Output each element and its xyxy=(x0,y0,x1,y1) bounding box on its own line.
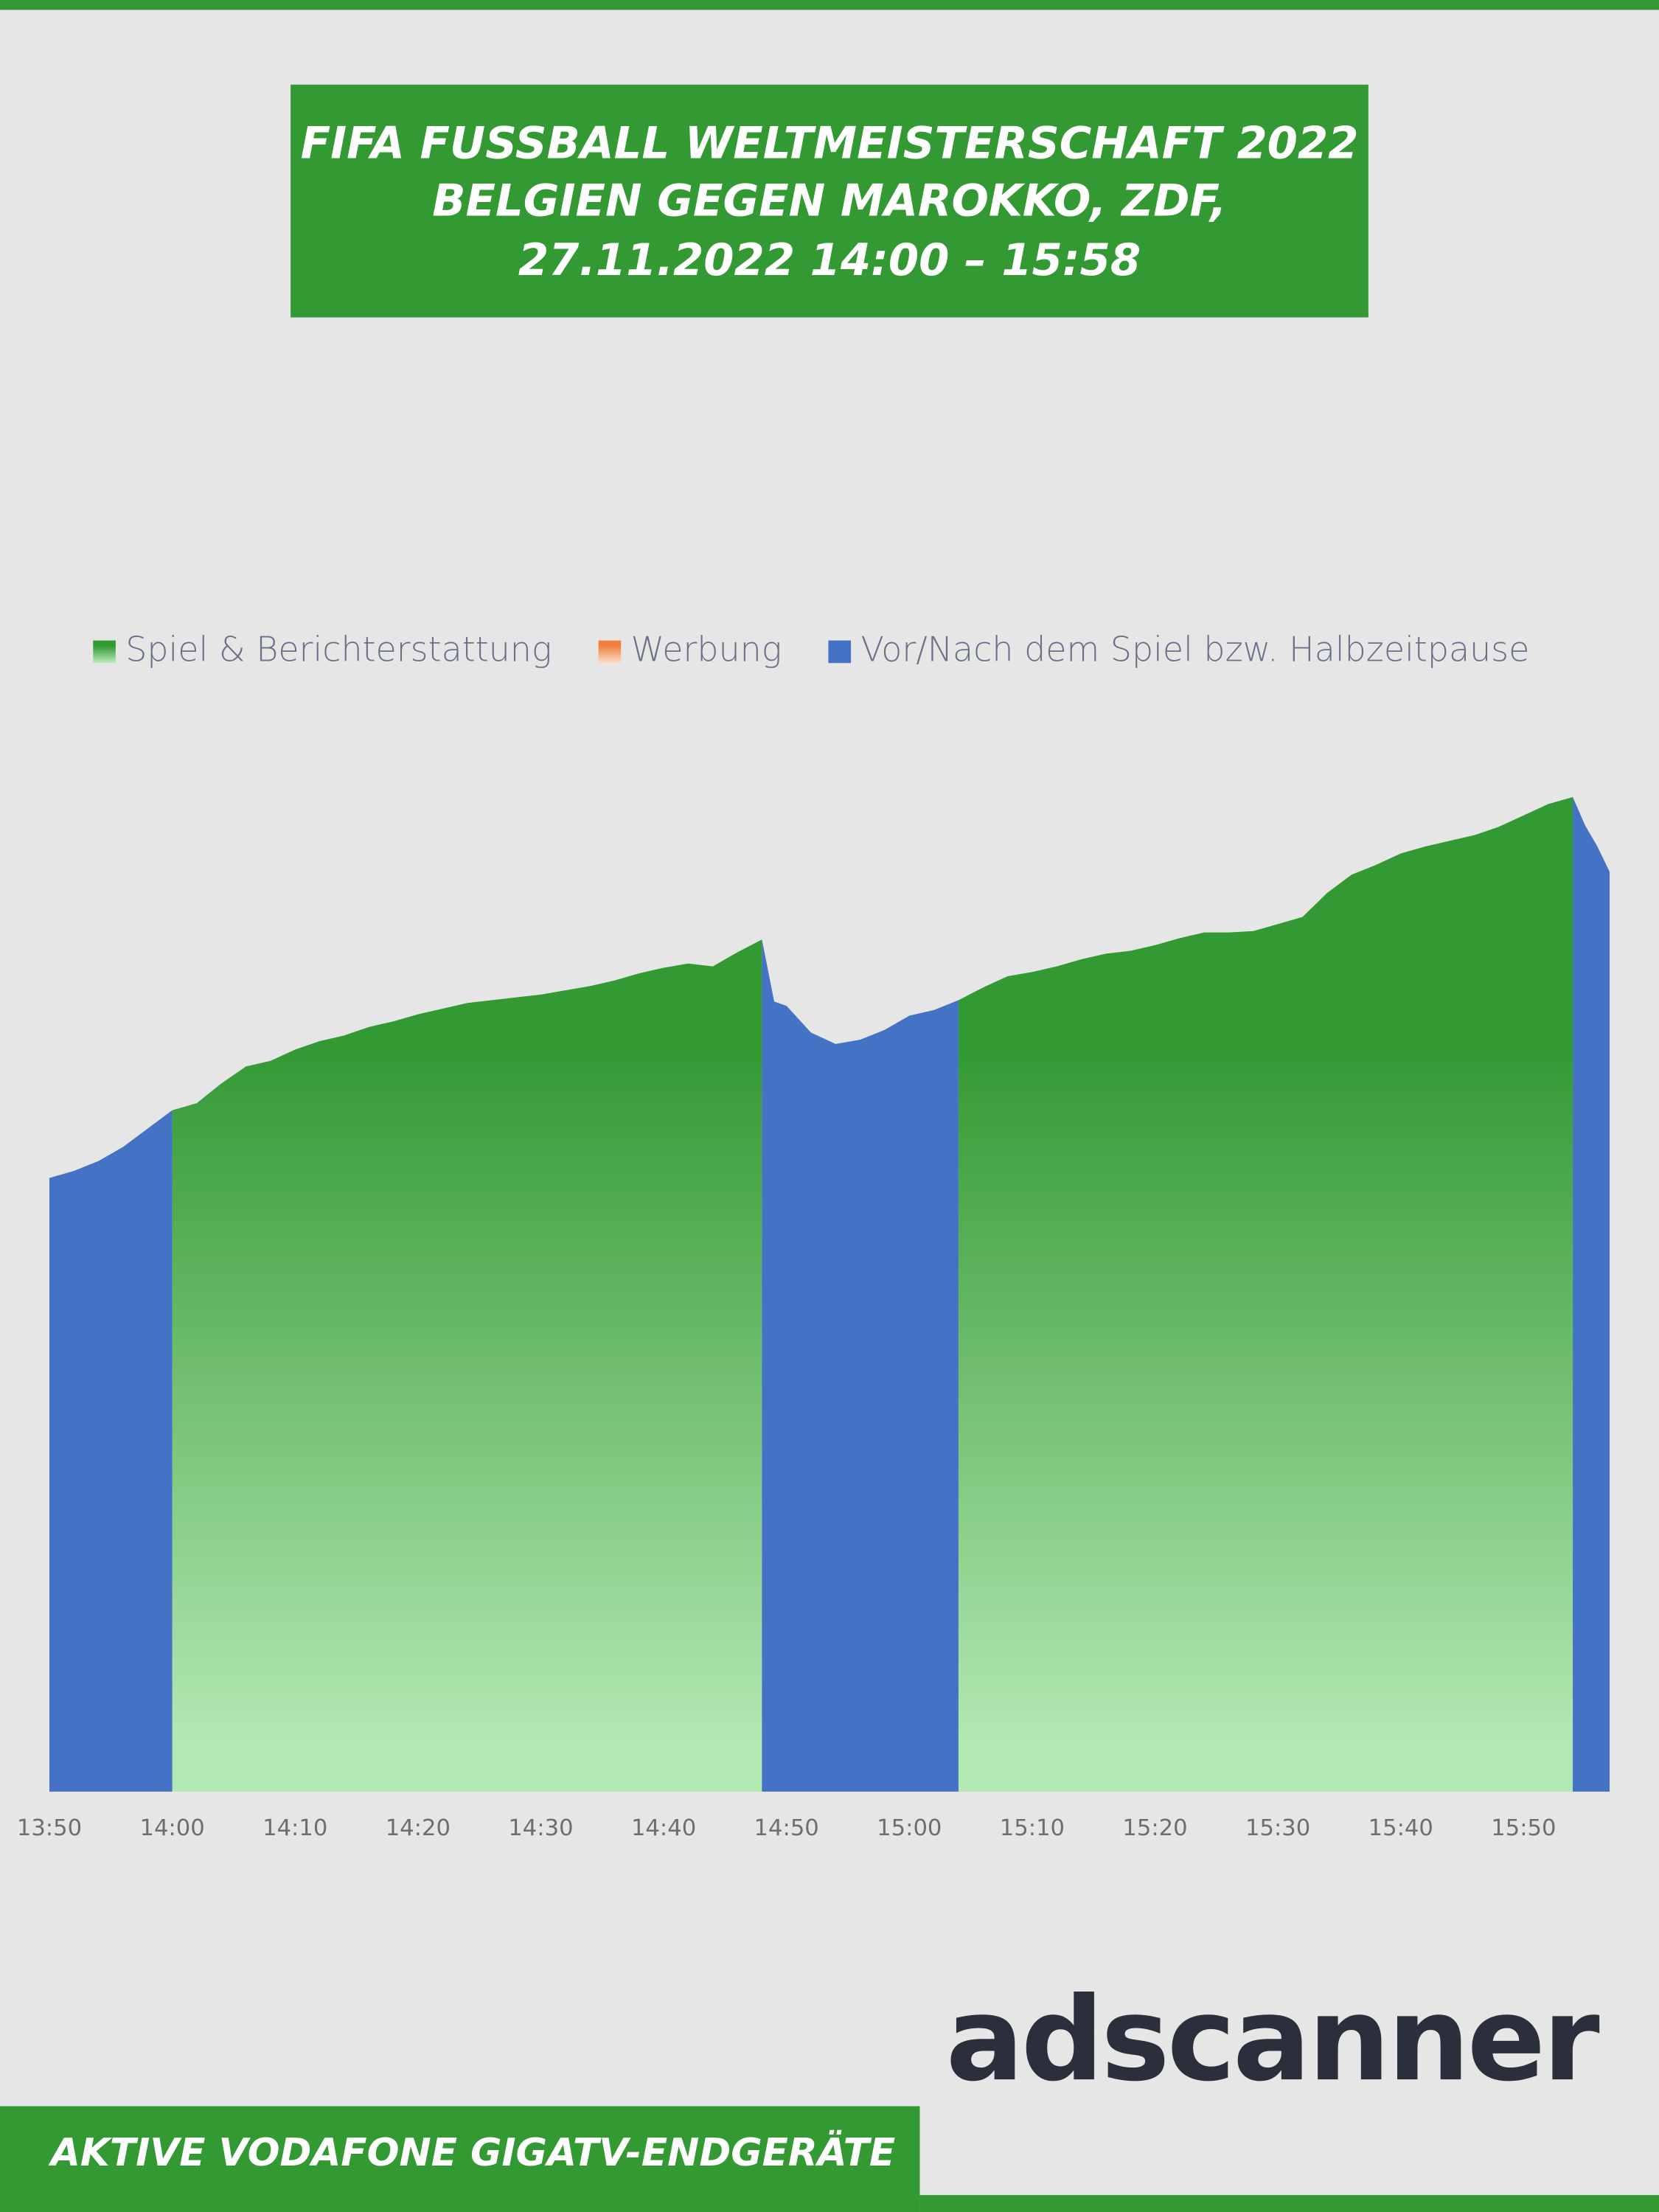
legend-swatch xyxy=(828,640,852,664)
legend: Spiel & Berichterstattung Werbung Vor/Nach… xyxy=(93,629,1529,669)
x-tick-label: 14:00 xyxy=(139,1815,204,1841)
x-tick-label: 15:30 xyxy=(1245,1815,1310,1841)
footer-box xyxy=(0,2106,920,2212)
x-tick-label: 14:30 xyxy=(508,1815,573,1841)
legend-label: Vor/Nach dem Spiel bzw. Halbzeitpause xyxy=(860,629,1529,669)
x-tick-label: 14:10 xyxy=(262,1815,327,1841)
legend-swatch xyxy=(93,640,116,664)
footer-text: AKTIVE VODAFONE GIGATV-ENDGERÄTE xyxy=(48,2130,895,2175)
x-tick-label: 13:50 xyxy=(17,1815,82,1841)
area xyxy=(172,796,1573,1792)
plot: 13:50 14:00 14:10 14:20 14:30 14:40 14:50 15:00… xyxy=(17,796,1610,1841)
legend-label: Spiel & Berichterstattung xyxy=(125,629,552,669)
chart-title: FIFA FUSSBALL WELTMEISTERSCHAFT 2022 xyxy=(301,117,1359,168)
bottom-bar xyxy=(919,2195,1659,2212)
area xyxy=(49,796,1610,1792)
chart-title: BELGIEN GEGEN MAROKKO, ZDF, xyxy=(432,175,1226,226)
x-tick-label: 14:20 xyxy=(386,1815,451,1841)
title-box xyxy=(291,84,1368,318)
x-tick-label: 14:40 xyxy=(631,1815,696,1841)
x-tick-label: 14:50 xyxy=(754,1815,819,1841)
x-tick-label: 15:20 xyxy=(1122,1815,1187,1841)
x-tick-label: 15:50 xyxy=(1491,1815,1556,1841)
chart-title: 27.11.2022 14:00 – 15:58 xyxy=(518,234,1141,285)
logo: adscanner xyxy=(946,1972,1600,2107)
legend-label: Werbung xyxy=(631,629,782,669)
x-tick-label: 15:40 xyxy=(1368,1815,1433,1841)
x-tick-label: 15:10 xyxy=(1000,1815,1065,1841)
legend-swatch xyxy=(598,640,622,664)
top-bar xyxy=(0,0,1659,10)
x-tick-label: 15:00 xyxy=(877,1815,942,1841)
